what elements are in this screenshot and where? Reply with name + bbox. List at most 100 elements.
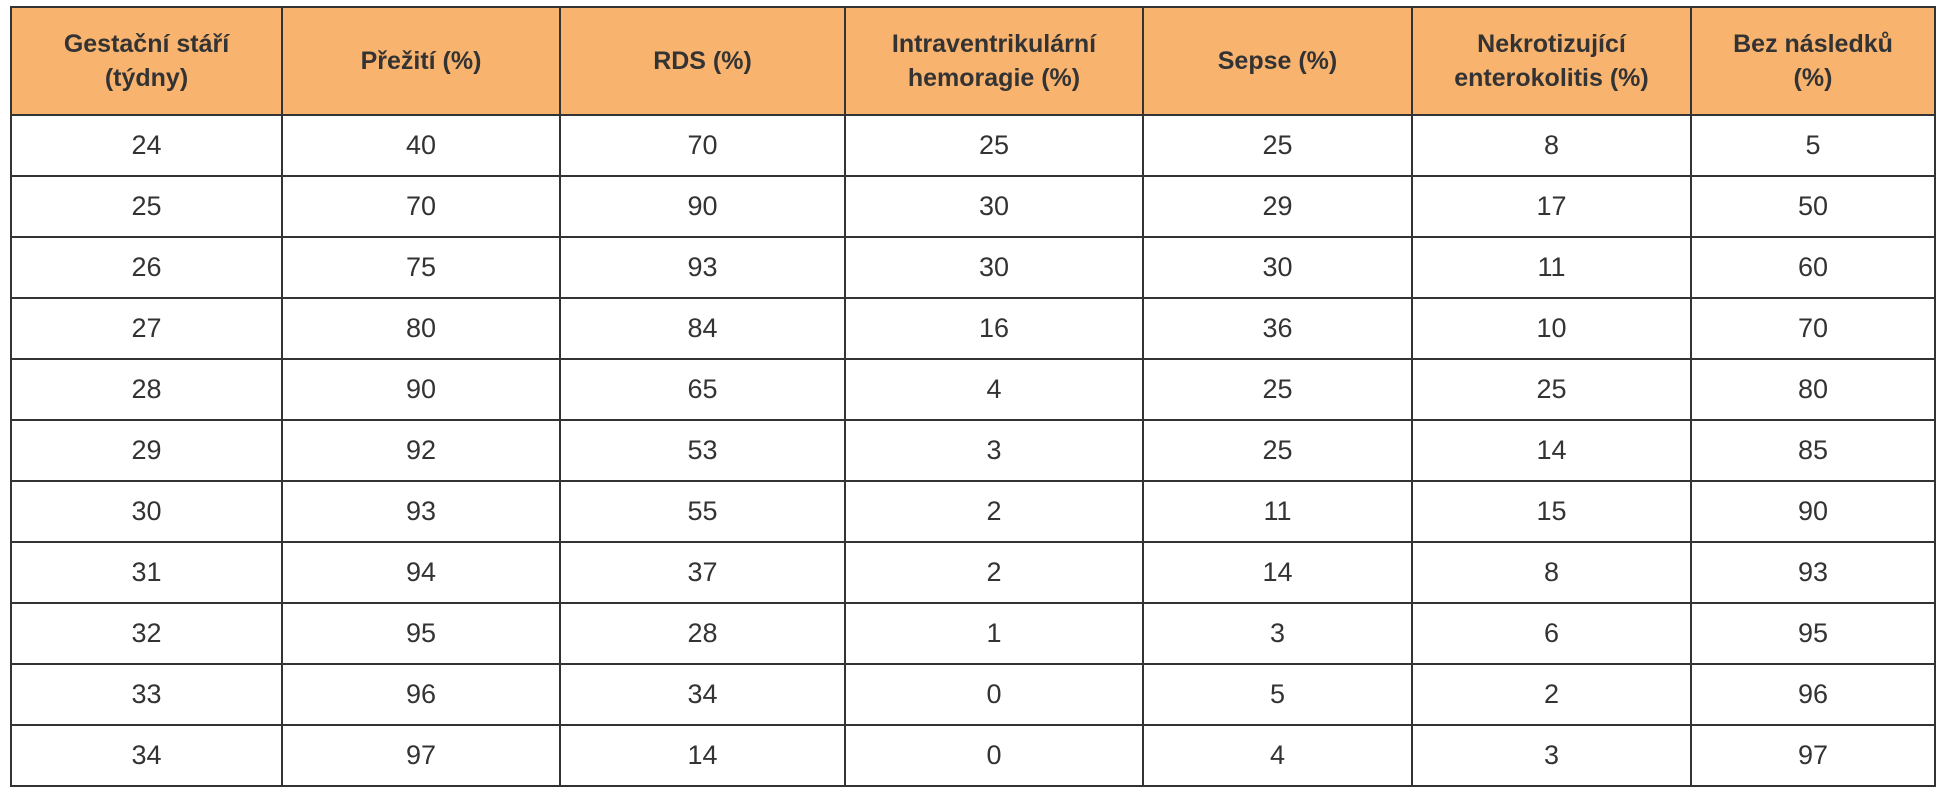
table-cell: 96 <box>281 663 561 726</box>
table-row: 32 95 28 1 3 6 95 <box>10 602 1936 665</box>
table-cell: 90 <box>559 175 846 238</box>
table-cell: 3 <box>1411 724 1692 787</box>
table-cell: 70 <box>559 114 846 177</box>
table-cell: 28 <box>10 358 283 421</box>
header-text: Sepse (%) <box>1217 47 1338 75</box>
table-cell: 33 <box>10 663 283 726</box>
table-cell: 60 <box>1690 236 1936 299</box>
table-cell: 90 <box>281 358 561 421</box>
table-cell: 29 <box>10 419 283 482</box>
table-cell: 37 <box>559 541 846 604</box>
header-cell: Gestační stáří (týdny) <box>10 6 283 116</box>
table-cell: 8 <box>1411 541 1692 604</box>
table-cell: 25 <box>1411 358 1692 421</box>
table-cell: 11 <box>1411 236 1692 299</box>
table-cell: 5 <box>1142 663 1413 726</box>
table-cell: 92 <box>281 419 561 482</box>
table-row: 30 93 55 2 11 15 90 <box>10 480 1936 543</box>
table-cell: 14 <box>559 724 846 787</box>
header-cell: Nekrotizující enterokolitis (%) <box>1411 6 1692 116</box>
table-cell: 24 <box>10 114 283 177</box>
header-text: Přežití (%) <box>360 47 482 75</box>
table-cell: 4 <box>1142 724 1413 787</box>
header-cell: Bez následků (%) <box>1690 6 1936 116</box>
table-cell: 93 <box>559 236 846 299</box>
table-cell: 30 <box>844 175 1144 238</box>
table-cell: 5 <box>1690 114 1936 177</box>
table-cell: 25 <box>844 114 1144 177</box>
header-cell: RDS (%) <box>559 6 846 116</box>
table-cell: 25 <box>1142 419 1413 482</box>
table-cell: 70 <box>1690 297 1936 360</box>
header-text: RDS (%) <box>653 47 752 75</box>
table-row: 28 90 65 4 25 25 80 <box>10 358 1936 421</box>
table-cell: 6 <box>1411 602 1692 665</box>
table-cell: 97 <box>281 724 561 787</box>
table-row: 26 75 93 30 30 11 60 <box>10 236 1936 299</box>
table-cell: 30 <box>10 480 283 543</box>
table-cell: 28 <box>559 602 846 665</box>
table-cell: 95 <box>1690 602 1936 665</box>
table-cell: 14 <box>1411 419 1692 482</box>
table-cell: 15 <box>1411 480 1692 543</box>
header-text: Intraventrikulární <box>891 30 1097 58</box>
table-cell: 94 <box>281 541 561 604</box>
table-cell: 65 <box>559 358 846 421</box>
table-cell: 3 <box>844 419 1144 482</box>
table-cell: 96 <box>1690 663 1936 726</box>
table-cell: 85 <box>1690 419 1936 482</box>
header-cell: Sepse (%) <box>1142 6 1413 116</box>
table-cell: 1 <box>844 602 1144 665</box>
table-cell: 2 <box>844 541 1144 604</box>
table-cell: 26 <box>10 236 283 299</box>
table-cell: 3 <box>1142 602 1413 665</box>
table-cell: 95 <box>281 602 561 665</box>
table-cell: 90 <box>1690 480 1936 543</box>
table-cell: 25 <box>1142 358 1413 421</box>
header-text: (týdny) <box>104 64 189 92</box>
header-text: Nekrotizující <box>1477 30 1626 58</box>
table-cell: 11 <box>1142 480 1413 543</box>
table-cell: 4 <box>844 358 1144 421</box>
table-cell: 50 <box>1690 175 1936 238</box>
table-cell: 29 <box>1142 175 1413 238</box>
table-cell: 93 <box>1690 541 1936 604</box>
table-cell: 53 <box>559 419 846 482</box>
header-cell: Přežití (%) <box>281 6 561 116</box>
table-cell: 40 <box>281 114 561 177</box>
table-cell: 0 <box>844 724 1144 787</box>
table-cell: 80 <box>281 297 561 360</box>
table-row: 25 70 90 30 29 17 50 <box>10 175 1936 238</box>
table-cell: 97 <box>1690 724 1936 787</box>
table-cell: 25 <box>10 175 283 238</box>
header-text: Bez následků <box>1733 30 1893 58</box>
table-row: 34 97 14 0 4 3 97 <box>10 724 1936 787</box>
table-cell: 17 <box>1411 175 1692 238</box>
table-row: 24 40 70 25 25 8 5 <box>10 114 1936 177</box>
table-cell: 2 <box>844 480 1144 543</box>
header-text: hemoragie (%) <box>907 64 1081 92</box>
table-cell: 31 <box>10 541 283 604</box>
table-cell: 10 <box>1411 297 1692 360</box>
table-cell: 0 <box>844 663 1144 726</box>
table-cell: 30 <box>1142 236 1413 299</box>
table-cell: 70 <box>281 175 561 238</box>
header-text: Gestační stáří <box>63 30 230 58</box>
table-row: 31 94 37 2 14 8 93 <box>10 541 1936 604</box>
header-text: enterokolitis (%) <box>1454 64 1649 92</box>
table-cell: 16 <box>844 297 1144 360</box>
table-cell: 34 <box>559 663 846 726</box>
table-cell: 34 <box>10 724 283 787</box>
table-row: 29 92 53 3 25 14 85 <box>10 419 1936 482</box>
header-text: (%) <box>1793 64 1833 92</box>
table-row: 33 96 34 0 5 2 96 <box>10 663 1936 726</box>
table-cell: 84 <box>559 297 846 360</box>
header-cell: Intraventrikulární hemoragie (%) <box>844 6 1144 116</box>
table-cell: 80 <box>1690 358 1936 421</box>
table-cell: 2 <box>1411 663 1692 726</box>
table-cell: 8 <box>1411 114 1692 177</box>
table-row: 27 80 84 16 36 10 70 <box>10 297 1936 360</box>
table-cell: 30 <box>844 236 1144 299</box>
table-cell: 36 <box>1142 297 1413 360</box>
